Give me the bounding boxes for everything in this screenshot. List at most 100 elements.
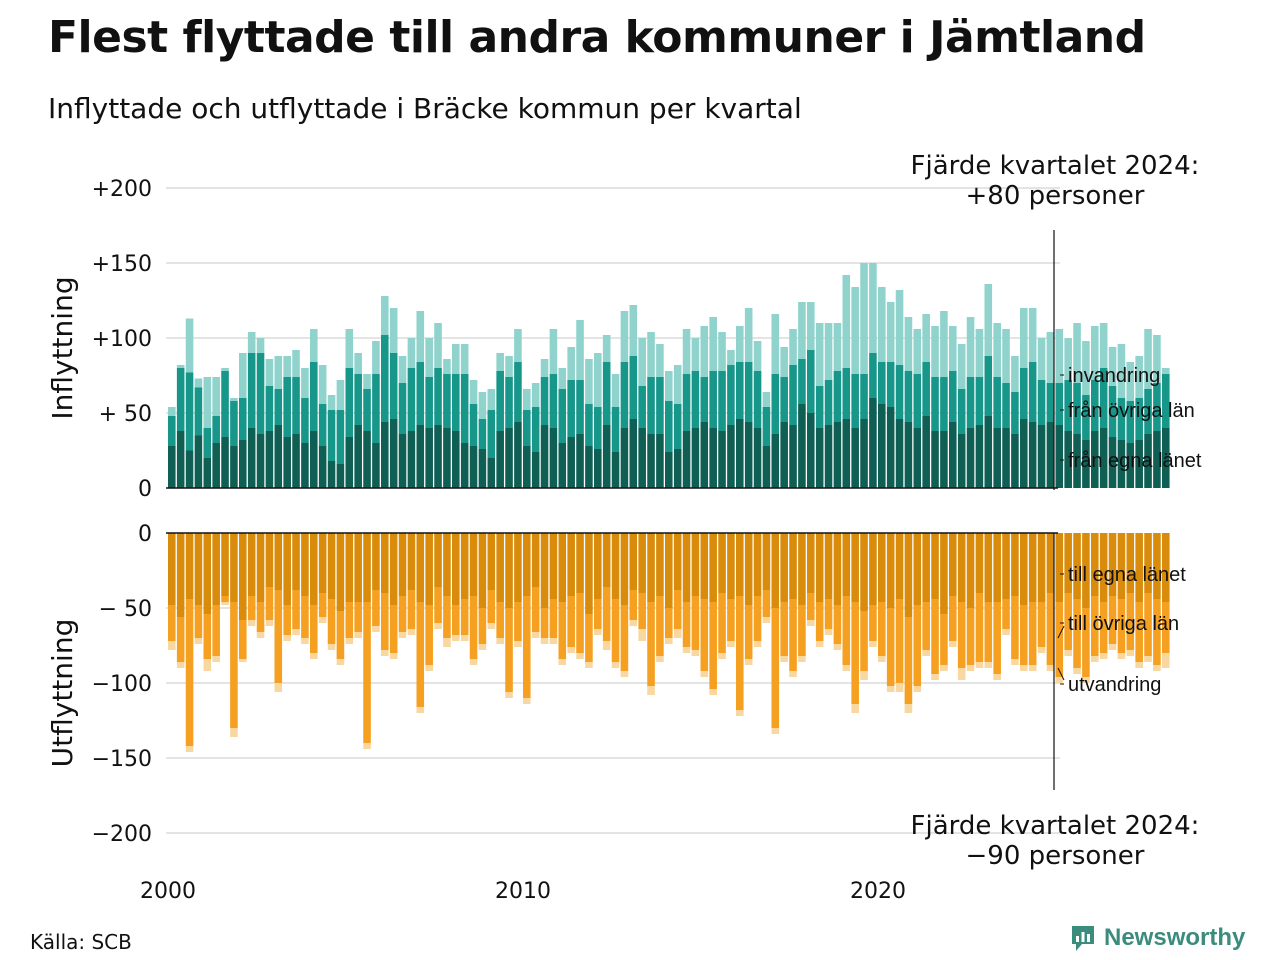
- y-tick-label: +200: [92, 177, 152, 202]
- bar-utflytt: [221, 533, 229, 596]
- bar-inflytt: [416, 362, 425, 425]
- bar-inflytt: [984, 356, 993, 416]
- bar-inflytt: [185, 450, 194, 488]
- bar-inflytt: [531, 383, 540, 407]
- bar-inflytt: [895, 290, 904, 365]
- bar-inflytt: [478, 419, 487, 449]
- bar-inflytt: [407, 368, 416, 431]
- bar-utflytt: [389, 653, 398, 659]
- bar-utflytt: [283, 635, 291, 641]
- bar-utflytt: [807, 533, 815, 593]
- bar-inflytt: [185, 318, 194, 373]
- bar-inflytt: [780, 377, 788, 422]
- bar-inflytt: [363, 431, 371, 488]
- bar-inflytt: [292, 350, 300, 377]
- bar-inflytt: [656, 344, 664, 377]
- bar-inflytt: [1117, 440, 1126, 488]
- bar-inflytt: [824, 425, 833, 488]
- bar-inflytt: [327, 395, 336, 410]
- bar-utflytt: [656, 533, 664, 596]
- bar-utflytt: [665, 638, 673, 644]
- bar-utflytt: [345, 602, 354, 638]
- bar-utflytt: [878, 533, 886, 602]
- bar-inflytt: [878, 287, 886, 362]
- bar-utflytt: [203, 659, 212, 671]
- bar-inflytt: [860, 419, 868, 488]
- bar-utflytt: [762, 617, 771, 623]
- bar-utflytt: [647, 602, 655, 686]
- bar-utflytt: [469, 659, 478, 665]
- bar-inflytt: [638, 386, 646, 428]
- bar-utflytt: [256, 632, 265, 638]
- series-label-inflytt: från egna länet: [1068, 450, 1202, 472]
- bar-inflytt: [957, 434, 966, 488]
- bar-inflytt: [807, 302, 815, 350]
- page-title: Flest flyttade till andra kommuner i Jäm…: [48, 12, 1146, 63]
- bar-inflytt: [301, 398, 309, 443]
- bar-inflytt: [656, 377, 664, 434]
- bar-inflytt: [318, 404, 327, 446]
- bar-inflytt: [886, 407, 895, 488]
- bar-utflytt: [984, 533, 993, 602]
- bar-utflytt: [682, 533, 691, 602]
- bar-inflytt: [194, 378, 203, 388]
- bar-inflytt: [452, 374, 460, 431]
- bar-inflytt: [239, 440, 247, 488]
- bar-utflytt: [1011, 659, 1019, 665]
- bar-inflytt: [638, 428, 646, 488]
- bar-inflytt: [638, 338, 646, 386]
- bar-utflytt: [753, 596, 762, 641]
- bar-inflytt: [1064, 338, 1072, 380]
- bar-inflytt: [1082, 395, 1090, 440]
- bar-utflytt: [1064, 533, 1072, 593]
- bar-inflytt: [576, 434, 584, 488]
- bar-inflytt: [975, 425, 984, 488]
- bar-inflytt: [1091, 431, 1099, 488]
- bar-utflytt: [443, 638, 451, 647]
- bar-utflytt: [1126, 533, 1135, 593]
- bar-inflytt: [194, 435, 203, 488]
- bar-inflytt: [913, 374, 922, 428]
- bar-utflytt: [549, 599, 558, 638]
- bar-inflytt: [452, 431, 460, 488]
- bar-inflytt: [815, 428, 824, 488]
- bar-utflytt: [585, 662, 593, 668]
- bar-inflytt: [993, 323, 1001, 377]
- bar-utflytt: [718, 593, 726, 653]
- bar-utflytt: [567, 647, 575, 653]
- bar-inflytt: [611, 374, 620, 407]
- bar-inflytt: [336, 464, 345, 488]
- bar-utflytt: [318, 593, 327, 617]
- bar-inflytt: [567, 437, 575, 488]
- bar-utflytt: [372, 533, 380, 590]
- bar-inflytt: [549, 428, 558, 488]
- bar-inflytt: [185, 372, 194, 451]
- bar-inflytt: [700, 377, 709, 422]
- bar-utflytt: [656, 656, 664, 662]
- bar-inflytt: [381, 422, 389, 488]
- bar-inflytt: [505, 356, 513, 377]
- bar-utflytt: [1099, 602, 1108, 653]
- bar-utflytt: [1020, 605, 1028, 665]
- bar-inflytt: [993, 377, 1001, 428]
- bar-inflytt: [239, 353, 247, 398]
- bar-inflytt: [700, 326, 709, 377]
- bar-utflytt: [452, 533, 460, 605]
- bar-utflytt: [327, 644, 336, 650]
- bar-utflytt: [203, 614, 212, 659]
- bar-utflytt: [700, 599, 709, 671]
- bar-inflytt: [620, 428, 629, 488]
- bar-utflytt: [1020, 665, 1028, 671]
- bar-inflytt: [283, 377, 291, 437]
- bar-inflytt: [567, 347, 575, 380]
- bar-utflytt: [833, 533, 842, 605]
- bar-utflytt: [975, 533, 984, 593]
- bar-inflytt: [1046, 422, 1055, 488]
- bar-inflytt: [1108, 386, 1117, 437]
- bar-inflytt: [798, 404, 806, 488]
- bar-inflytt: [487, 410, 496, 458]
- series-label-inflytt: från övriga län: [1068, 400, 1195, 422]
- bar-utflytt: [1162, 602, 1170, 653]
- bar-utflytt: [567, 596, 575, 647]
- x-tick-label: 2000: [140, 879, 196, 904]
